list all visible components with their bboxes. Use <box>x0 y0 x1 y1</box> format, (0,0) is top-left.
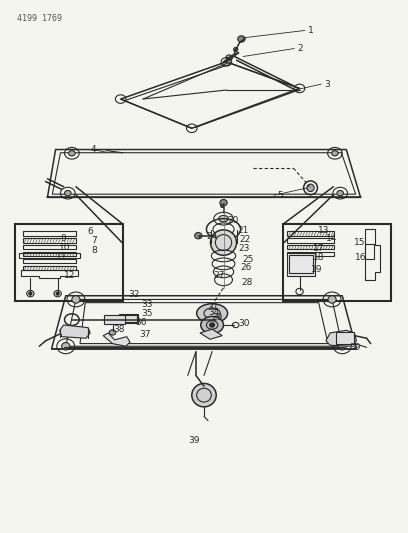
Text: 15: 15 <box>355 238 366 247</box>
Text: 24: 24 <box>206 232 217 241</box>
Text: 32: 32 <box>129 289 140 298</box>
Ellipse shape <box>221 204 224 207</box>
Text: 13: 13 <box>318 226 329 235</box>
Bar <box>23 231 76 236</box>
Ellipse shape <box>219 215 228 222</box>
Text: 21: 21 <box>237 226 249 235</box>
Text: 4: 4 <box>90 145 96 154</box>
Bar <box>23 252 76 256</box>
Bar <box>287 238 334 243</box>
Bar <box>23 266 76 270</box>
Ellipse shape <box>211 230 237 255</box>
Ellipse shape <box>337 190 344 196</box>
Polygon shape <box>103 333 130 346</box>
Bar <box>287 245 334 249</box>
Ellipse shape <box>238 36 245 42</box>
Ellipse shape <box>234 47 238 52</box>
Text: 16: 16 <box>355 253 367 262</box>
Bar <box>287 231 334 236</box>
Bar <box>23 245 76 249</box>
Text: 39: 39 <box>350 343 361 352</box>
Text: 8: 8 <box>91 246 97 255</box>
Polygon shape <box>200 329 222 340</box>
Text: 34: 34 <box>208 308 220 317</box>
Ellipse shape <box>195 232 202 239</box>
Text: 30: 30 <box>238 319 250 328</box>
Text: 36: 36 <box>135 318 146 327</box>
Bar <box>336 332 355 344</box>
Ellipse shape <box>201 317 224 334</box>
Text: 28: 28 <box>241 278 253 287</box>
Bar <box>120 316 137 322</box>
Bar <box>19 253 80 258</box>
Bar <box>15 224 123 301</box>
Bar <box>119 314 138 324</box>
Text: 25: 25 <box>242 255 254 264</box>
Text: 19: 19 <box>310 265 322 273</box>
Ellipse shape <box>192 383 216 407</box>
Polygon shape <box>326 330 357 346</box>
Ellipse shape <box>328 296 336 303</box>
Bar <box>283 224 391 301</box>
Ellipse shape <box>332 151 338 156</box>
Bar <box>104 316 125 324</box>
Text: 14: 14 <box>326 235 337 244</box>
Ellipse shape <box>29 292 32 295</box>
Text: 38: 38 <box>114 325 125 334</box>
Bar <box>23 259 76 263</box>
Bar <box>287 252 334 256</box>
Text: 35: 35 <box>141 309 153 318</box>
Ellipse shape <box>56 292 59 295</box>
Ellipse shape <box>210 323 215 327</box>
Text: 5: 5 <box>277 191 283 200</box>
Text: 3: 3 <box>324 79 330 88</box>
Ellipse shape <box>69 151 75 156</box>
Text: 18: 18 <box>313 254 324 262</box>
Ellipse shape <box>62 343 70 350</box>
Text: 17: 17 <box>313 245 324 254</box>
Bar <box>23 238 76 243</box>
Text: 39: 39 <box>188 437 200 446</box>
Text: 29: 29 <box>212 312 223 321</box>
Ellipse shape <box>72 296 80 303</box>
Text: 2: 2 <box>297 44 303 53</box>
Ellipse shape <box>307 184 314 191</box>
Text: 23: 23 <box>239 245 250 254</box>
Ellipse shape <box>338 343 346 350</box>
Text: 33: 33 <box>141 300 153 309</box>
Text: 27: 27 <box>214 271 225 279</box>
Text: 7: 7 <box>91 237 97 246</box>
Text: 6: 6 <box>87 228 93 237</box>
Text: 4199 1769: 4199 1769 <box>17 14 62 23</box>
Ellipse shape <box>64 190 71 196</box>
Bar <box>366 244 374 259</box>
Text: 26: 26 <box>240 263 252 272</box>
Text: 37: 37 <box>139 330 151 339</box>
Text: 31: 31 <box>208 303 219 312</box>
Ellipse shape <box>109 330 116 335</box>
Bar <box>289 255 313 273</box>
Text: 10: 10 <box>59 243 70 252</box>
Ellipse shape <box>226 55 233 60</box>
Text: 12: 12 <box>64 271 75 279</box>
Text: 20: 20 <box>228 216 239 225</box>
Text: 11: 11 <box>56 254 68 262</box>
Bar <box>287 253 315 276</box>
Polygon shape <box>60 325 90 338</box>
Text: 9: 9 <box>61 234 67 243</box>
Text: 22: 22 <box>240 235 251 244</box>
Ellipse shape <box>220 199 227 206</box>
Ellipse shape <box>197 304 228 323</box>
Text: 1: 1 <box>308 26 313 35</box>
